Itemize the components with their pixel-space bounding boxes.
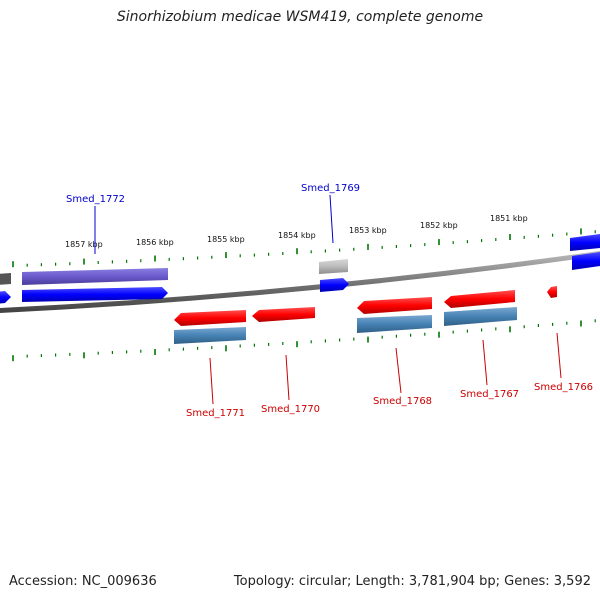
gene-label-smed-1767[interactable]: Smed_1767	[460, 389, 519, 400]
scale-label-1852: 1852 kbp	[420, 221, 458, 230]
annotation-bar-right-edge[interactable]	[570, 234, 600, 251]
annotation-bar-smed-1771[interactable]	[174, 327, 246, 344]
gene-smed-1772[interactable]	[22, 287, 168, 302]
gene-smed-1768[interactable]	[357, 297, 432, 314]
gene-label-smed-1770[interactable]: Smed_1770	[261, 404, 320, 415]
scale-ticks-upper	[12, 228, 596, 268]
gene-right-edge-forward[interactable]	[572, 252, 600, 270]
scale-label-1853: 1853 kbp	[349, 226, 387, 235]
scale-label-1857: 1857 kbp	[65, 240, 103, 249]
gene-label-smed-1766[interactable]: Smed_1766	[534, 382, 593, 393]
genome-stats-text: Topology: circular; Length: 3,781,904 bp…	[233, 574, 591, 589]
gene-label-smed-1769[interactable]: Smed_1769	[301, 183, 360, 194]
annotation-bar-smed-1767[interactable]	[444, 307, 517, 326]
scale-ticks-lower	[12, 319, 596, 362]
scale-label-1851: 1851 kbp	[490, 214, 528, 223]
gene-left-edge-forward[interactable]	[0, 291, 11, 304]
gene-labels: Smed_1772 Smed_1769 Smed_1771 Smed_1770 …	[66, 183, 593, 419]
scale-label-1854: 1854 kbp	[278, 231, 316, 240]
gene-leader-lines	[94, 194, 562, 405]
gene-smed-1769[interactable]	[320, 278, 349, 292]
scale-labels: 1857 kbp 1856 kbp 1855 kbp 1854 kbp 1853…	[65, 214, 528, 249]
gene-label-smed-1768[interactable]: Smed_1768	[373, 396, 432, 407]
map-title: Sinorhizobium medicae WSM419, complete g…	[116, 9, 484, 25]
genome-backbone	[0, 250, 600, 314]
annotation-bar-left-edge[interactable]	[0, 273, 11, 285]
scale-label-1855: 1855 kbp	[207, 235, 245, 244]
accession-text: Accession: NC_009636	[9, 574, 157, 589]
gene-smed-1767[interactable]	[444, 290, 515, 308]
gene-label-smed-1771[interactable]: Smed_1771	[186, 408, 245, 419]
gene-smed-1766[interactable]	[547, 286, 557, 298]
gene-smed-1771[interactable]	[174, 310, 246, 326]
annotation-bar-smed-1768[interactable]	[357, 315, 432, 333]
annotation-bar-smed-1772[interactable]	[22, 268, 168, 285]
scale-label-1856: 1856 kbp	[136, 238, 174, 247]
annotation-bar-smed-1769[interactable]	[319, 259, 348, 274]
gene-label-smed-1772[interactable]: Smed_1772	[66, 194, 125, 205]
gene-smed-1770[interactable]	[252, 307, 315, 322]
